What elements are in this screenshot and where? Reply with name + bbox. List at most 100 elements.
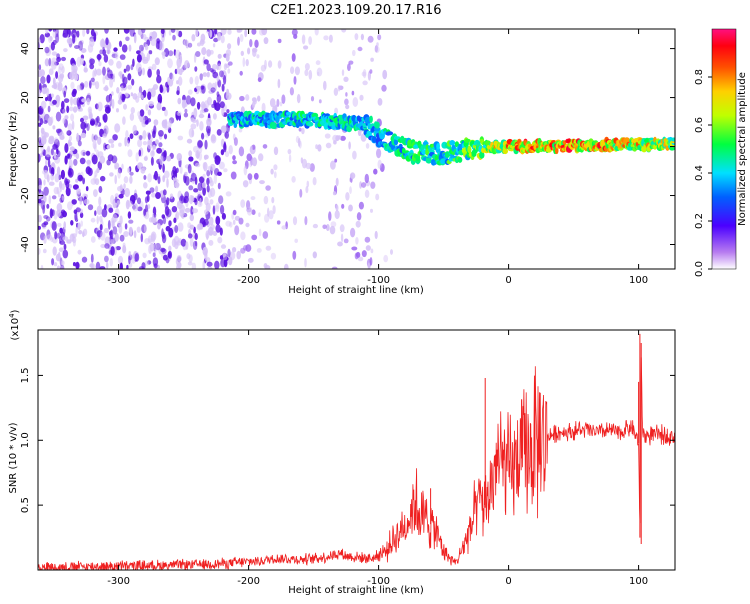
noise-speckle xyxy=(381,84,387,92)
noise-speckle xyxy=(91,262,94,269)
ridge-point xyxy=(386,131,394,136)
noise-speckle xyxy=(207,266,213,269)
noise-speckle xyxy=(239,70,243,76)
noise-speckle xyxy=(217,53,222,59)
noise-speckle xyxy=(41,222,47,228)
noise-speckle xyxy=(352,49,356,57)
noise-speckle xyxy=(196,191,202,196)
noise-speckle xyxy=(116,108,119,113)
y-tick-label: -40 xyxy=(20,236,31,252)
noise-speckle xyxy=(188,185,194,191)
noise-speckle xyxy=(212,231,218,236)
noise-speckle xyxy=(109,257,114,267)
noise-speckle xyxy=(317,144,322,152)
noise-speckle xyxy=(63,243,67,251)
noise-speckle xyxy=(49,135,54,141)
noise-speckle xyxy=(59,182,63,193)
noise-speckle xyxy=(46,74,51,84)
y-tick-label: 1.5 xyxy=(20,367,31,383)
noise-speckle xyxy=(200,85,205,90)
noise-speckle xyxy=(77,140,82,147)
noise-speckle xyxy=(123,29,130,34)
noise-speckle xyxy=(365,245,371,251)
noise-speckle xyxy=(79,212,84,219)
noise-speckle xyxy=(172,34,176,41)
noise-speckle xyxy=(209,224,215,230)
noise-speckle xyxy=(90,253,94,263)
noise-speckle xyxy=(376,42,379,47)
noise-speckle xyxy=(117,255,124,265)
noise-speckle xyxy=(223,258,228,268)
noise-speckle xyxy=(195,150,201,159)
noise-speckle xyxy=(184,171,188,177)
noise-speckle xyxy=(114,51,119,60)
noise-speckle xyxy=(169,193,174,200)
noise-speckle xyxy=(158,142,163,148)
noise-speckle xyxy=(46,203,50,209)
noise-speckle xyxy=(63,90,66,98)
noise-speckle xyxy=(97,136,102,145)
noise-speckle xyxy=(137,111,141,117)
noise-speckle xyxy=(196,101,201,110)
noise-speckle xyxy=(207,96,212,106)
noise-speckle xyxy=(135,95,140,103)
noise-speckle xyxy=(220,244,227,249)
noise-speckle xyxy=(250,145,254,151)
noise-speckle xyxy=(252,157,258,167)
noise-speckle xyxy=(77,249,82,255)
noise-speckle xyxy=(52,125,56,130)
noise-speckle xyxy=(200,33,206,42)
chart-title: C2E1.2023.109.20.17.R16 xyxy=(270,3,441,18)
snr-series xyxy=(38,333,675,570)
noise-speckle xyxy=(369,69,373,74)
noise-speckle xyxy=(355,237,359,245)
noise-speckle xyxy=(87,204,94,211)
noise-speckle xyxy=(232,219,236,225)
noise-speckle xyxy=(218,161,225,170)
noise-speckle xyxy=(347,63,351,71)
noise-speckle xyxy=(148,101,154,107)
noise-speckle xyxy=(188,150,193,157)
noise-speckle xyxy=(359,94,364,101)
noise-speckle xyxy=(219,101,225,109)
noise-speckle xyxy=(117,168,121,179)
noise-speckle xyxy=(38,82,42,91)
noise-speckle xyxy=(291,29,298,36)
noise-speckle xyxy=(244,29,248,38)
noise-speckle xyxy=(174,68,178,75)
noise-speckle xyxy=(270,168,274,175)
noise-speckle xyxy=(310,96,315,102)
noise-speckle xyxy=(253,172,259,180)
y-tick-label: 40 xyxy=(20,42,31,55)
noise-speckle xyxy=(348,204,353,212)
noise-speckle xyxy=(119,184,123,192)
noise-speckle xyxy=(137,206,143,212)
snr-x-axis-label: Height of straight line (km) xyxy=(288,585,424,596)
noise-speckle xyxy=(284,263,289,269)
noise-speckle xyxy=(121,93,126,103)
noise-speckle xyxy=(112,73,116,83)
noise-speckle xyxy=(135,62,142,72)
noise-speckle xyxy=(149,242,155,252)
noise-speckle xyxy=(53,210,58,220)
noise-speckle xyxy=(48,181,55,186)
ridge-point xyxy=(457,156,463,163)
noise-speckle xyxy=(72,262,76,267)
noise-speckle xyxy=(124,223,128,230)
noise-speckle xyxy=(73,158,78,166)
noise-speckle xyxy=(187,42,193,48)
noise-speckle xyxy=(153,213,157,218)
noise-speckle xyxy=(102,133,108,138)
noise-speckle xyxy=(98,61,102,67)
noise-speckle xyxy=(273,146,279,156)
snr-x-ticks: -300 -200 -100 0 100 xyxy=(107,330,648,587)
noise-speckle xyxy=(65,186,71,197)
noise-speckle xyxy=(224,131,229,139)
noise-speckle xyxy=(137,162,144,170)
noise-speckle xyxy=(277,60,282,69)
noise-speckle xyxy=(59,227,63,234)
noise-speckle xyxy=(132,58,135,67)
noise-speckle xyxy=(61,260,65,266)
noise-speckle xyxy=(153,125,157,135)
